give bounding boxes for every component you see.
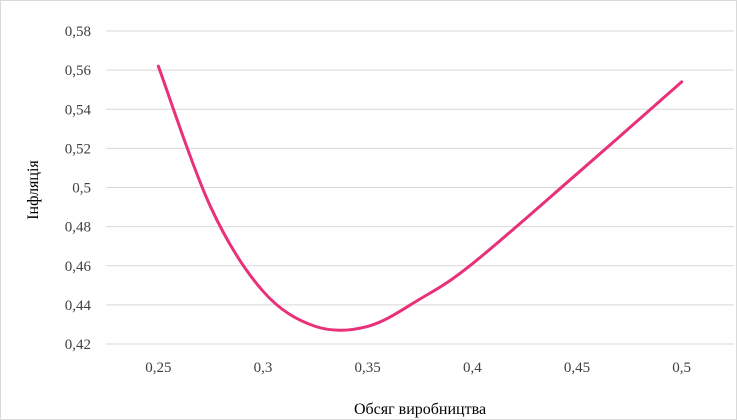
x-axis-title: Обсяг виробництва — [354, 401, 486, 418]
y-tick-label: 0,42 — [65, 337, 91, 353]
gridlines — [106, 30, 734, 345]
y-tick-label: 0,52 — [65, 141, 91, 157]
x-tick-label: 0,35 — [355, 360, 381, 376]
y-tick-label: 0,46 — [65, 259, 92, 275]
series-line — [156, 64, 684, 332]
y-tick-label: 0,56 — [65, 63, 92, 79]
x-tick-label: 0,25 — [145, 360, 171, 376]
x-tick-label: 0,45 — [564, 360, 590, 376]
y-tick-labels: 0,42 0,44 0,46 0,48 0,5 0,52 0,54 0,56 0,58 — [65, 24, 92, 353]
y-tick-label: 0,44 — [65, 298, 92, 314]
y-tick-label: 0,58 — [65, 24, 91, 40]
y-tick-label: 0,54 — [65, 102, 92, 118]
x-tick-label: 0,4 — [463, 360, 482, 376]
x-tick-label: 0,3 — [254, 360, 273, 376]
y-tick-label: 0,48 — [65, 220, 91, 236]
x-tick-labels: 0,25 0,3 0,35 0,4 0,45 0,5 — [145, 360, 691, 376]
x-tick-label: 0,5 — [672, 360, 691, 376]
y-tick-label: 0,5 — [72, 181, 91, 197]
y-axis-title: Інфляція — [25, 160, 42, 220]
series-lines — [156, 64, 684, 332]
